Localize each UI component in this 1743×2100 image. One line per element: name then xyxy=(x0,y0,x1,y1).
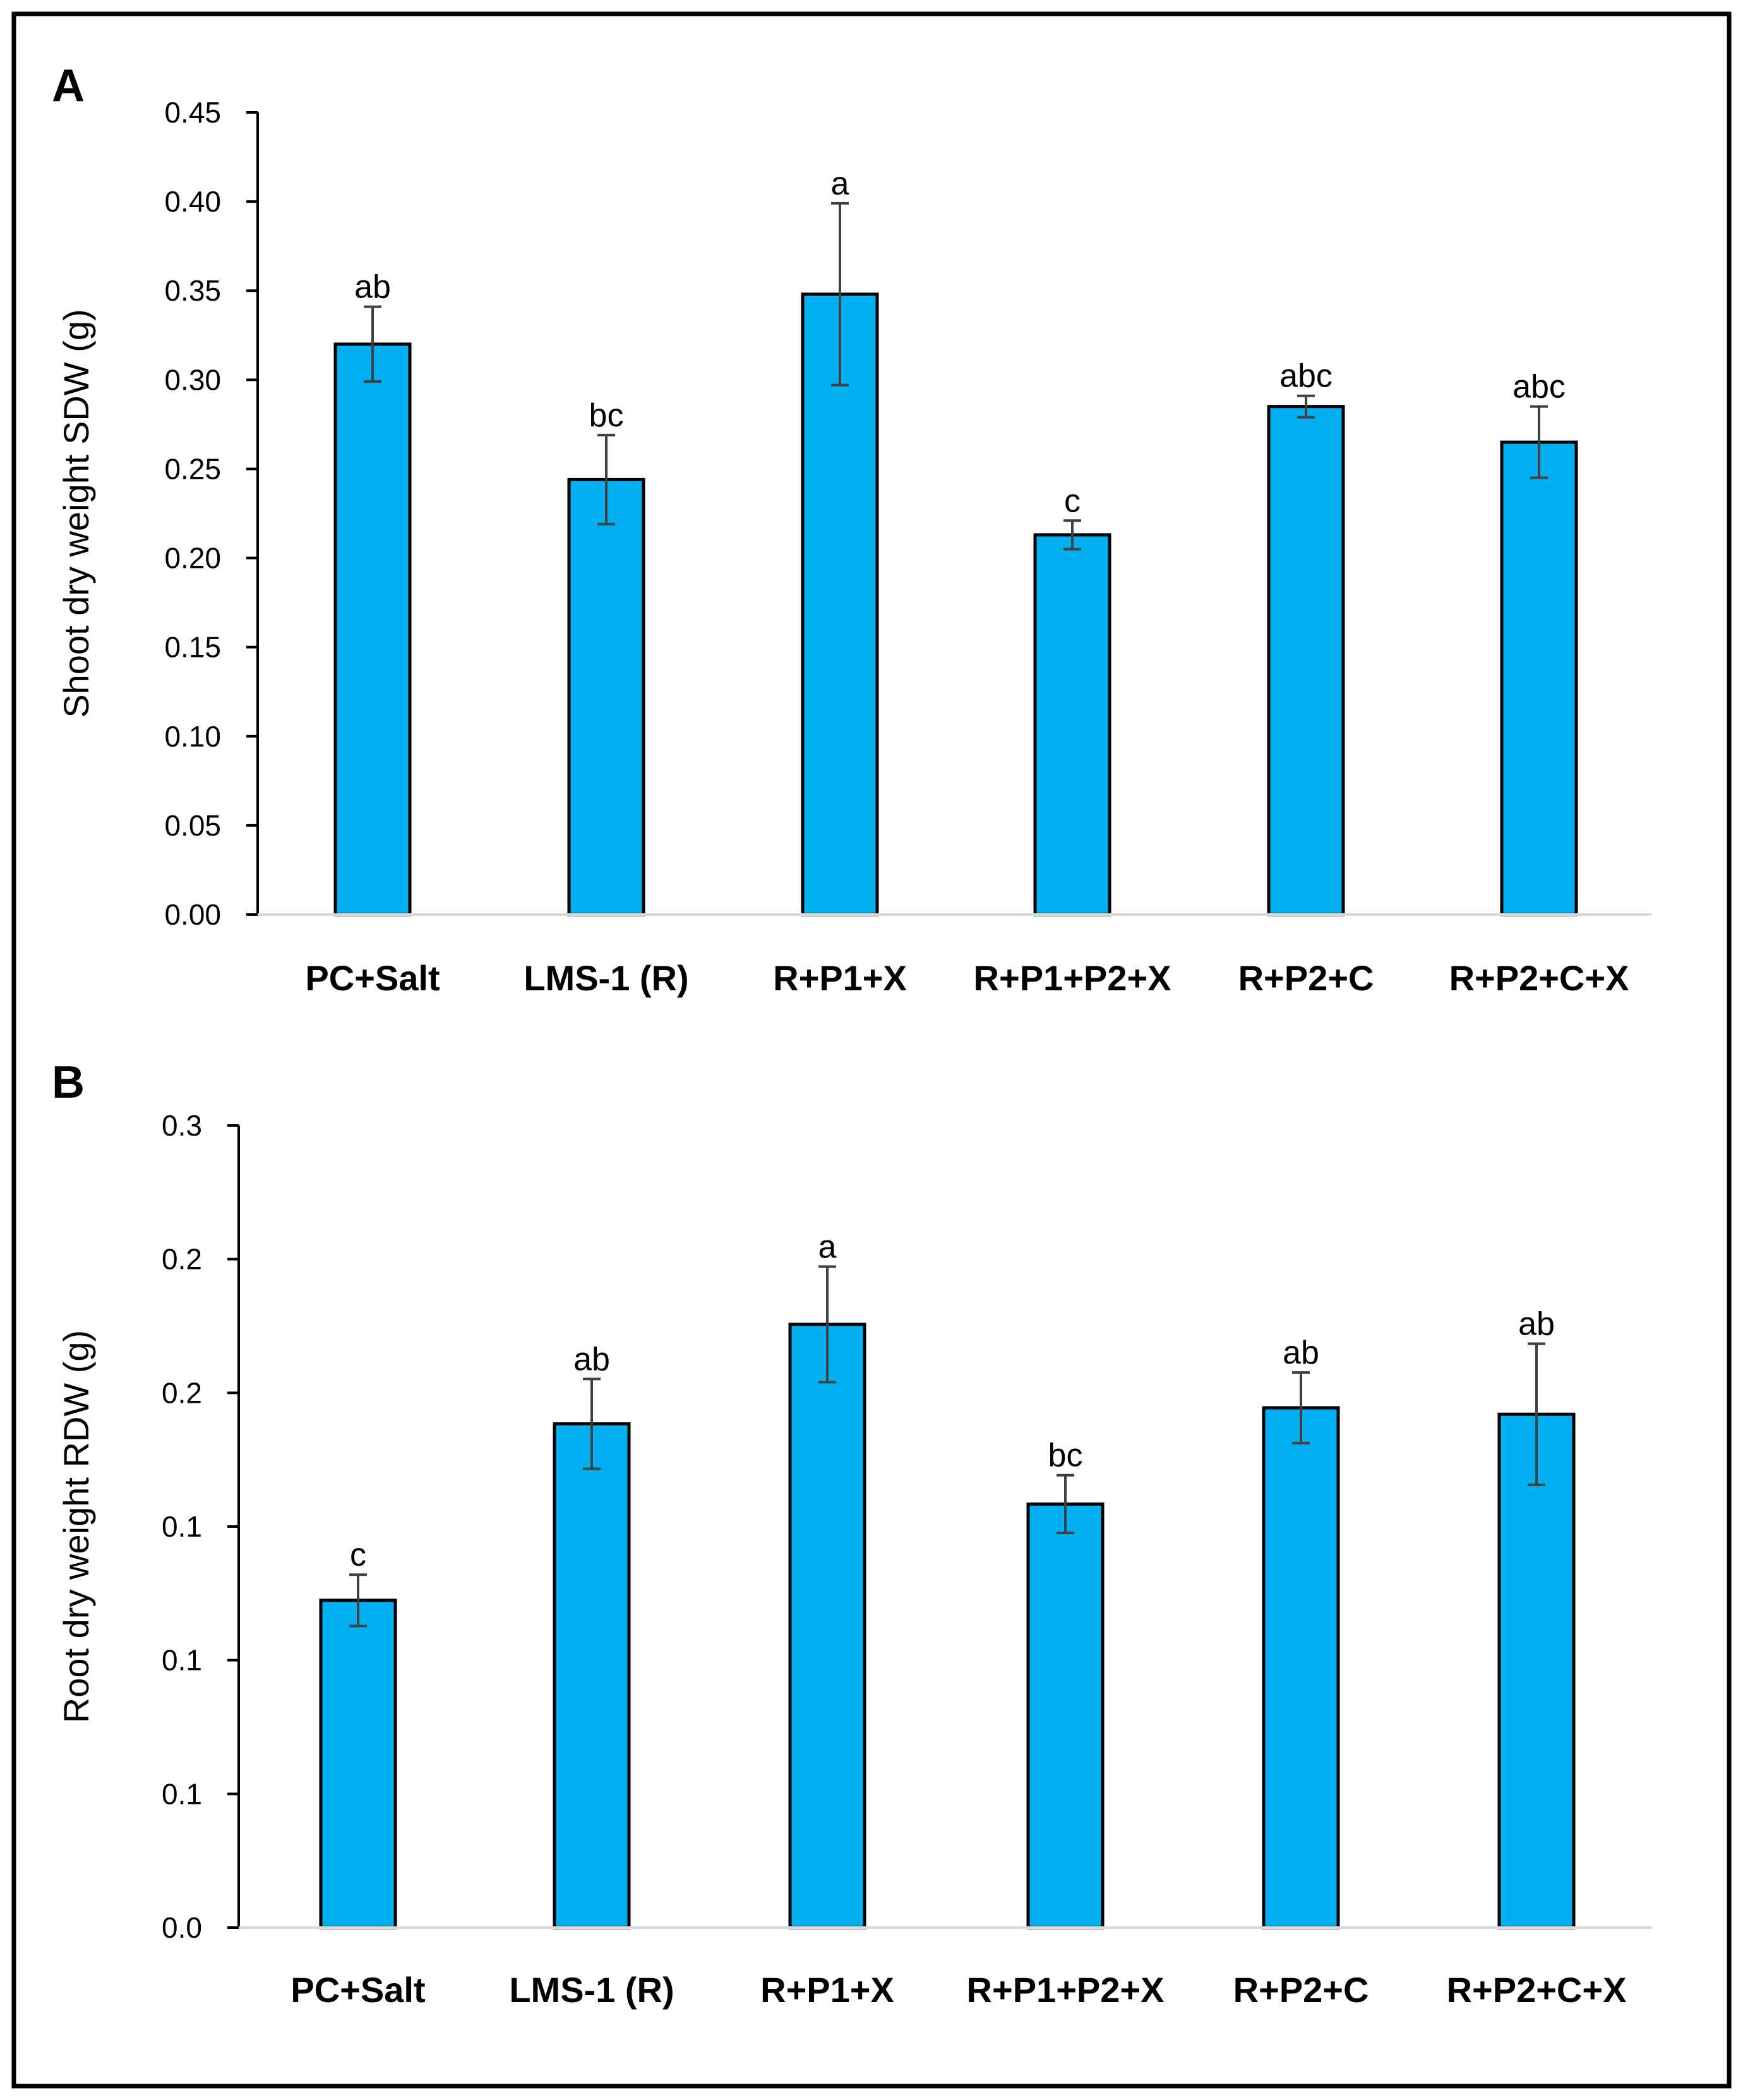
panel-letter: A xyxy=(52,61,85,111)
y-tick-label: 0.0 xyxy=(162,1911,202,1944)
category-label: R+P1+P2+X xyxy=(967,1970,1165,2010)
significance-label: ab xyxy=(1283,1335,1319,1371)
panel-b: B Root dry weight RDW (g) 0.0 0.1 0.1 0.1 0.2 0… xyxy=(52,1057,1651,2010)
y-tick-label: 0.35 xyxy=(164,274,221,307)
y-tick-label: 0.20 xyxy=(164,542,221,575)
y-tick-label: 0.3 xyxy=(162,1109,202,1142)
bar xyxy=(1262,1406,1340,1929)
bar xyxy=(333,342,412,916)
y-tick-label: 0.1 xyxy=(162,1777,202,1810)
category-label: R+P1+X xyxy=(773,958,907,998)
category-label: R+P2+C+X xyxy=(1449,958,1629,998)
bar xyxy=(1026,1502,1105,1929)
significance-label: ab xyxy=(573,1341,610,1377)
y-tick-label: 0.00 xyxy=(164,898,221,931)
y-axis-title: Root dry weight RDW (g) xyxy=(56,1330,96,1723)
significance-label: abc xyxy=(1512,369,1566,405)
category-label: LMS-1 (R) xyxy=(524,958,688,998)
category-label: R+P2+C+X xyxy=(1447,1970,1627,2010)
significance-label: a xyxy=(818,1229,837,1266)
y-tick-label: 0.2 xyxy=(162,1243,202,1276)
significance-label: c xyxy=(350,1537,366,1573)
y-tick-label: 0.2 xyxy=(162,1376,202,1409)
bar xyxy=(1500,440,1578,916)
panel-letter: B xyxy=(52,1057,85,1108)
panel-a: A Shoot dry weight SDW (g) 0.00 0.05 0.10 0.1… xyxy=(52,61,1651,998)
category-label: LMS-1 (R) xyxy=(509,1970,674,2010)
y-tick-label: 0.1 xyxy=(162,1510,202,1543)
significance-label: bc xyxy=(589,397,624,434)
y-tick-label: 0.10 xyxy=(164,720,221,753)
category-label: R+P1+X xyxy=(760,1970,894,2010)
category-label: R+P2+C xyxy=(1238,958,1374,998)
significance-label: ab xyxy=(1518,1305,1555,1342)
bar xyxy=(567,477,645,916)
significance-label: a xyxy=(831,165,849,202)
significance-label: ab xyxy=(354,269,391,306)
category-label: PC+Salt xyxy=(290,1970,425,2010)
y-tick-label: 0.1 xyxy=(162,1644,202,1677)
y-axis-title: Shoot dry weight SDW (g) xyxy=(56,309,96,717)
significance-label: bc xyxy=(1048,1437,1083,1474)
bar xyxy=(788,1323,866,1929)
y-tick-label: 0.25 xyxy=(164,452,221,485)
significance-label: c xyxy=(1064,483,1081,519)
category-label: PC+Salt xyxy=(305,958,440,998)
category-label: R+P2+C xyxy=(1233,1970,1369,2010)
category-label: R+P1+P2+X xyxy=(974,958,1171,998)
y-tick-label: 0.30 xyxy=(164,363,221,396)
bar xyxy=(1267,405,1345,916)
significance-label: abc xyxy=(1279,358,1333,395)
y-tick-label: 0.05 xyxy=(164,809,221,842)
bar xyxy=(319,1599,397,1929)
y-tick-label: 0.45 xyxy=(164,96,221,129)
bar xyxy=(1497,1412,1576,1929)
y-tick-label: 0.40 xyxy=(164,185,221,218)
bar xyxy=(801,292,879,916)
bar xyxy=(553,1422,631,1929)
bar xyxy=(1033,533,1111,916)
y-tick-label: 0.15 xyxy=(164,631,221,664)
